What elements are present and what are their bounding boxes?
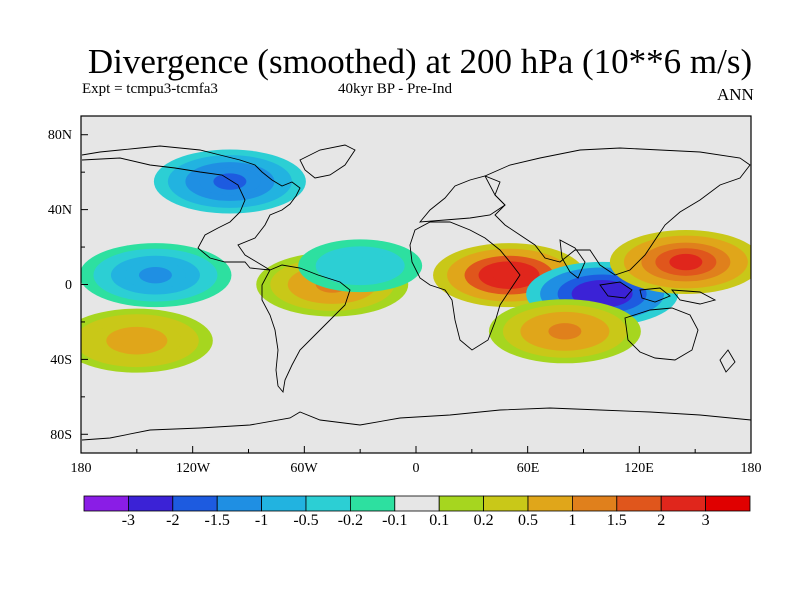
colorbar-swatch-7 — [394, 495, 440, 512]
lon-label-180e: 180 — [740, 461, 762, 476]
lat-label-equator: 0 — [65, 278, 72, 293]
map-field — [81, 116, 751, 453]
colorbar-label: 1 — [568, 512, 577, 529]
colorbar-label: -3 — [121, 512, 136, 529]
colorbar — [83, 495, 751, 512]
lon-label-120e: 120E — [624, 461, 654, 476]
colorbar-swatch-10 — [527, 495, 573, 512]
colorbar-swatch-6 — [349, 495, 396, 512]
lat-label-80n: 80N — [47, 128, 72, 143]
colorbar-label: -0.2 — [337, 512, 364, 529]
field-contour-3-4 — [138, 266, 172, 284]
colorbar-swatch-2 — [172, 495, 218, 512]
colorbar-label: -1.5 — [204, 512, 230, 529]
colorbar-label: -1 — [254, 512, 269, 529]
colorbar-label: 0.2 — [473, 512, 494, 529]
colorbar-swatch-14 — [705, 495, 751, 512]
field-contour-7-4 — [548, 323, 582, 340]
experiment-label: Expt = tcmpu3-tcmfa3 — [82, 81, 218, 97]
divergence-field — [81, 149, 751, 373]
coastlines — [81, 144, 751, 441]
colorbar-swatch-0 — [83, 495, 129, 512]
lon-label-180w: 180 — [70, 461, 92, 476]
colorbar-swatch-3 — [216, 495, 262, 512]
colorbar-label: -0.5 — [293, 512, 319, 529]
field-contour-2-4 — [669, 253, 703, 271]
field-contour-0-4 — [492, 266, 526, 284]
colorbar-label: -0.1 — [382, 512, 408, 529]
period-label: 40kyr BP - Pre-Ind — [338, 81, 453, 97]
colorbar-swatch-9 — [483, 495, 529, 512]
colorbar-label: 0.5 — [518, 512, 538, 529]
field-contour-6-4 — [343, 257, 377, 274]
colorbar-label: 2 — [657, 512, 666, 529]
lon-label-60e: 60E — [516, 461, 540, 476]
axis-ticks — [80, 134, 752, 453]
field-contour-8-4 — [120, 332, 154, 349]
season-label: ANN — [717, 85, 754, 104]
colorbar-swatch-13 — [660, 495, 707, 512]
colorbar-swatch-8 — [438, 495, 485, 512]
colorbar-label: 0.1 — [429, 512, 450, 529]
colorbar-label: -2 — [166, 512, 180, 529]
lat-label-40s: 40S — [50, 353, 72, 368]
lon-label-120w: 120W — [175, 461, 211, 476]
colorbar-swatch-4 — [261, 495, 307, 512]
colorbar-swatch-11 — [572, 495, 618, 512]
colorbar-swatch-5 — [305, 495, 351, 512]
field-contour-1-4 — [585, 285, 619, 303]
lat-label-40n: 40N — [47, 203, 72, 218]
lon-label-60w: 60W — [290, 461, 318, 476]
colorbar-label: 3 — [701, 512, 710, 529]
colorbar-swatch-12 — [616, 495, 662, 512]
chart-title: Divergence (smoothed) at 200 hPa (10**6 … — [87, 42, 753, 81]
lat-label-80s: 80S — [50, 428, 72, 443]
colorbar-swatch-1 — [127, 495, 174, 512]
lon-label-0: 0 — [412, 461, 420, 476]
field-contour-4-4 — [213, 173, 247, 190]
colorbar-label: 1.5 — [606, 512, 627, 529]
